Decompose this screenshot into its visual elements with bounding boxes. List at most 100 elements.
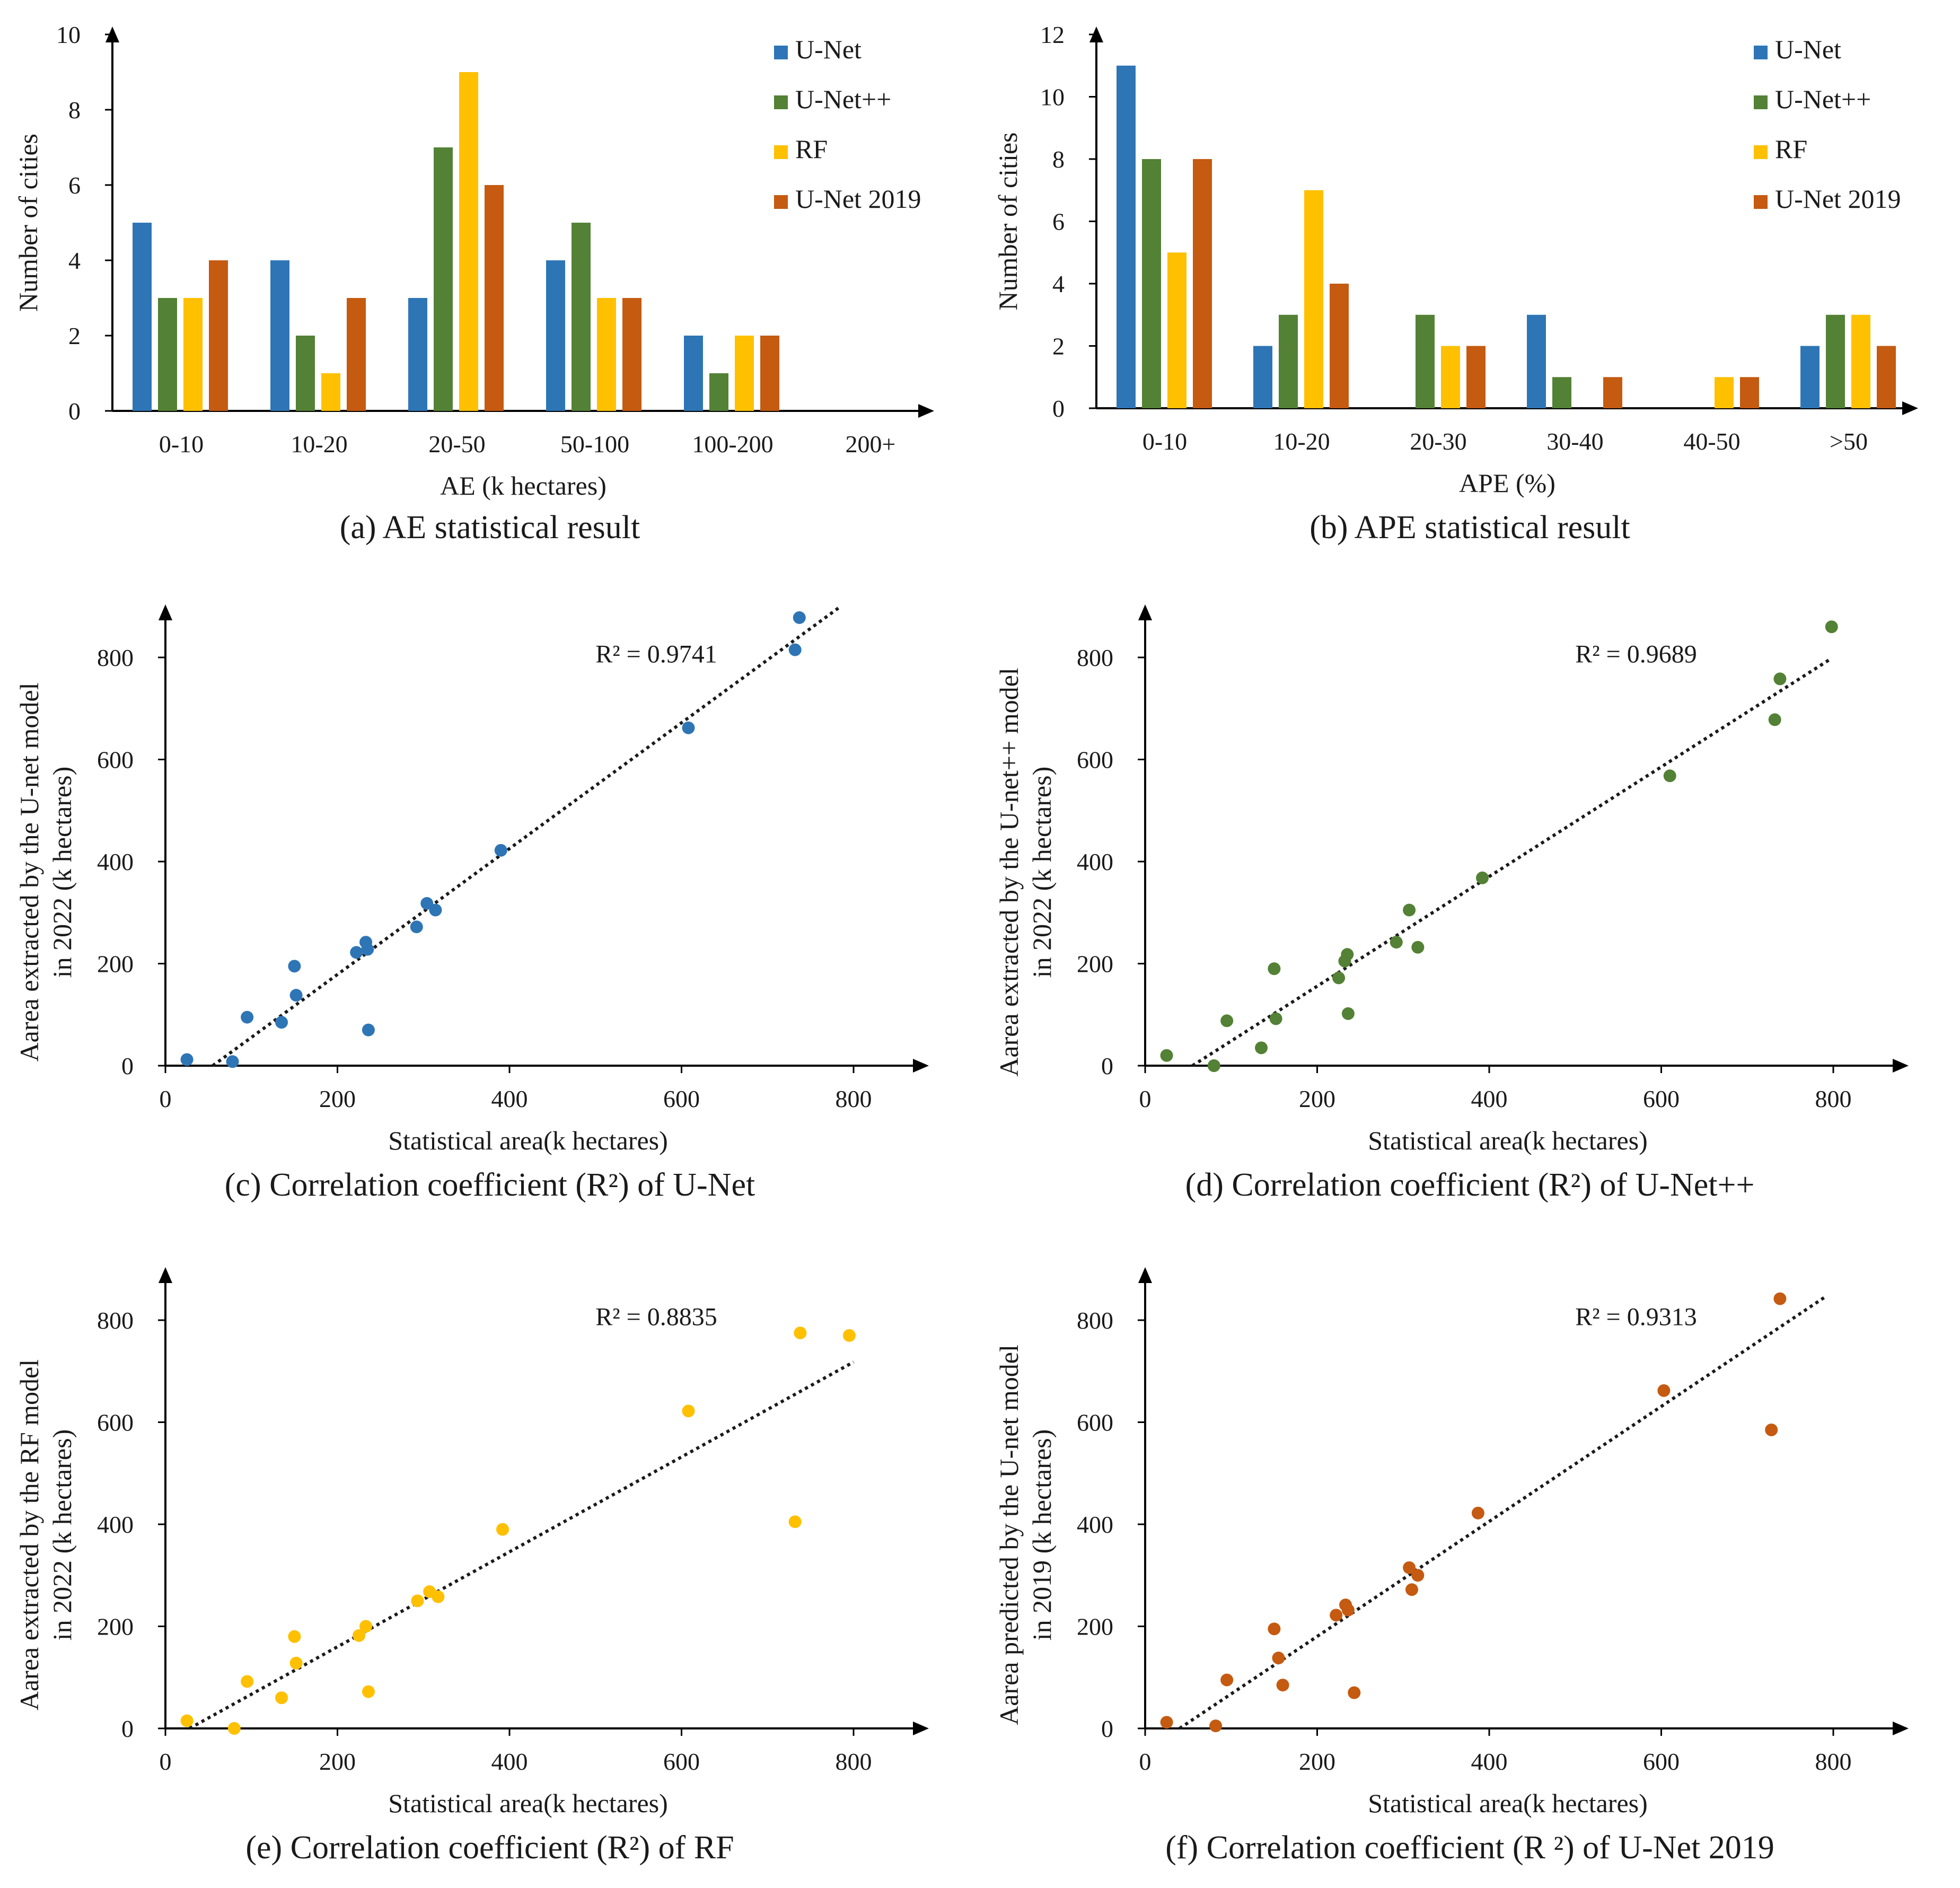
y-tick-label: 0 — [121, 1715, 134, 1742]
data-point — [411, 1594, 424, 1608]
y-tick-label: 600 — [97, 1409, 134, 1436]
data-point — [288, 960, 301, 973]
panel-d: 0 200 400 600 800 0 200 400 600 800 R² = 0.9689 Sta… — [980, 573, 1960, 1219]
y-tick-label: 12 — [1040, 21, 1065, 48]
data-point — [1411, 1569, 1425, 1582]
bar — [1167, 252, 1186, 408]
bar — [347, 298, 366, 411]
y-tick-label: 2 — [68, 322, 81, 349]
bar — [270, 260, 289, 411]
data-point — [496, 1523, 509, 1536]
y-axis-arrow — [1138, 604, 1152, 620]
x-tick-label: 600 — [1643, 1085, 1680, 1112]
caption-e: (e) Correlation coefficient (R²) of RF — [245, 1830, 734, 1866]
data-point — [180, 1714, 194, 1727]
y-axis-label: Aarea extracted by the U-net++ model — [994, 668, 1024, 1076]
data-point — [1403, 903, 1416, 917]
data-point — [275, 1016, 288, 1029]
x-tick-label: 200 — [319, 1085, 356, 1112]
r-squared-label: R² = 0.9313 — [1575, 1303, 1697, 1331]
data-point — [1348, 1686, 1361, 1699]
data-point — [842, 1329, 856, 1342]
data-point — [1160, 1049, 1173, 1062]
data-point — [1773, 672, 1787, 686]
x-tick-label: 0 — [160, 1748, 172, 1775]
bar — [1603, 377, 1622, 408]
data-point — [361, 943, 374, 956]
data-point — [1476, 871, 1489, 884]
data-point — [682, 721, 695, 734]
panel-e: 0 200 400 600 800 0 200 400 600 800 R² = 0.8835 Sta… — [0, 1235, 980, 1888]
bar — [1117, 65, 1136, 408]
data-point — [1330, 1609, 1343, 1622]
y-tick-label: 600 — [1077, 747, 1113, 774]
y-tick-label: 0 — [1101, 1052, 1113, 1079]
data-point — [362, 1685, 375, 1698]
legend-label: U-Net++ — [1775, 84, 1871, 114]
x-tick-label: 600 — [663, 1748, 700, 1775]
data-point — [1405, 1583, 1418, 1596]
legend-label: U-Net — [795, 34, 862, 64]
bar — [735, 336, 754, 411]
trendline — [212, 605, 842, 1067]
bar — [546, 260, 565, 411]
bar — [1193, 159, 1212, 408]
data-point — [1765, 1423, 1778, 1436]
data-point — [362, 1023, 375, 1037]
x-tick-label: 800 — [836, 1748, 872, 1775]
x-tick-label: 400 — [1471, 1085, 1508, 1112]
legend-swatch — [1754, 95, 1768, 109]
y-tick-label: 0 — [1052, 395, 1065, 422]
bar — [133, 223, 152, 411]
bar — [1851, 314, 1870, 408]
x-axis-label: Statistical area(k hectares) — [1368, 1788, 1648, 1818]
y-tick-label: 4 — [68, 247, 81, 274]
bar — [183, 298, 203, 411]
bar — [1279, 314, 1298, 408]
x-axis-arrow — [913, 1059, 929, 1073]
chart-c: 0 200 400 600 800 0 200 400 600 800 R² = 0.9741 Sta… — [14, 604, 929, 1155]
legend-swatch — [1754, 46, 1768, 59]
data-point — [289, 989, 303, 1002]
data-point — [1403, 1561, 1416, 1574]
panel-f: 0 200 400 600 800 0 200 400 600 800 R² = 0.9313 Sta… — [980, 1235, 1960, 1888]
y-tick-label: 10 — [1040, 84, 1065, 111]
x-axis-label: AE (k hectares) — [440, 471, 607, 500]
chart-a: 0 2 4 6 8 10 0-10 10-20 20-50 50-100 100-200 200+ AE… — [13, 21, 934, 500]
data-point — [1341, 948, 1354, 961]
legend-label: U-Net 2019 — [1775, 184, 1901, 214]
x-tick-label: 200 — [1299, 1085, 1335, 1112]
y-tick-label: 400 — [97, 1511, 134, 1538]
x-tick-label: 400 — [491, 1748, 528, 1775]
data-point — [788, 1515, 802, 1529]
data-point — [432, 1590, 445, 1603]
bar — [1142, 159, 1161, 408]
chart-d: 0 200 400 600 800 0 200 400 600 800 R² = 0.9689 Sta… — [994, 604, 1909, 1155]
data-point — [1341, 1007, 1355, 1020]
y-tick-label: 10 — [56, 21, 81, 48]
x-tick-label: 400 — [491, 1085, 528, 1112]
data-point — [1220, 1673, 1234, 1687]
bar — [597, 298, 616, 411]
y-tick-label: 400 — [1077, 1511, 1113, 1538]
data-point — [1390, 936, 1403, 949]
y-axis-label: Aarea extracted by the RF model — [14, 1359, 44, 1710]
data-point — [289, 1656, 303, 1670]
chart-f: 0 200 400 600 800 0 200 400 600 800 R² = 0.9313 Sta… — [994, 1267, 1909, 1818]
trendline — [1179, 1296, 1826, 1730]
data-point — [1276, 1679, 1289, 1692]
data-point — [420, 897, 434, 910]
x-tick-label: 200 — [1299, 1748, 1335, 1775]
x-tick-label: 200+ — [846, 431, 896, 458]
chart-b: 0 2 4 6 8 10 12 0-10 10-20 20-30 30-40 40-50 >50 APE … — [993, 21, 1918, 498]
x-tick-label: 10-20 — [1273, 428, 1330, 455]
caption-a: (a) AE statistical result — [339, 510, 640, 546]
panel-c: 0 200 400 600 800 0 200 400 600 800 R² = 0.9741 Sta… — [0, 573, 980, 1219]
x-axis-label: Statistical area(k hectares) — [388, 1788, 668, 1818]
x-tick-label: 0-10 — [159, 431, 204, 458]
data-point — [1332, 971, 1346, 985]
data-point — [1471, 1506, 1484, 1520]
y-tick-label: 200 — [97, 951, 134, 978]
bar — [434, 147, 453, 411]
y-tick-label: 8 — [1052, 146, 1065, 173]
